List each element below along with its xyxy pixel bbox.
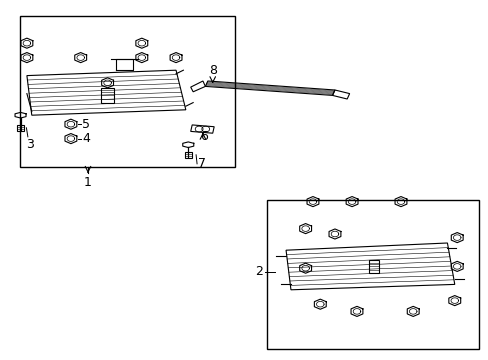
Text: 7: 7 bbox=[198, 157, 205, 170]
Text: 3: 3 bbox=[26, 138, 34, 151]
Text: 4: 4 bbox=[82, 132, 90, 145]
Bar bbox=[368, 260, 379, 273]
Text: 5: 5 bbox=[82, 118, 90, 131]
Bar bbox=[184, 152, 191, 158]
Bar bbox=[20, 16, 234, 167]
Text: 2: 2 bbox=[254, 265, 262, 278]
Text: 6: 6 bbox=[200, 130, 208, 143]
Text: 8: 8 bbox=[208, 64, 216, 77]
Text: 1: 1 bbox=[84, 176, 92, 189]
Bar bbox=[102, 88, 113, 103]
Bar bbox=[17, 125, 24, 131]
Bar bbox=[266, 200, 478, 349]
